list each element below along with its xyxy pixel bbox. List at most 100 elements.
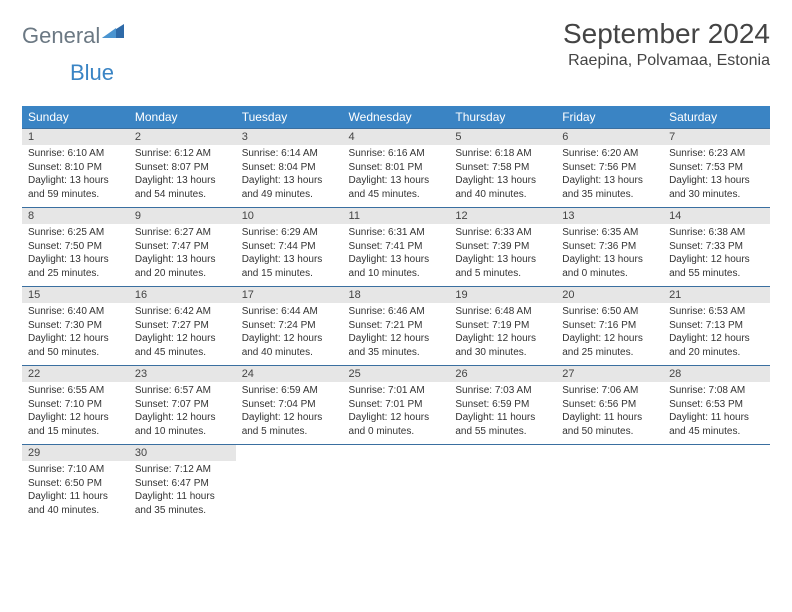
- sunrise-text: Sunrise: 7:06 AM: [562, 384, 657, 398]
- daylight-text-2: and 40 minutes.: [242, 346, 337, 360]
- sunset-text: Sunset: 7:50 PM: [28, 240, 123, 254]
- sunset-text: Sunset: 7:58 PM: [455, 161, 550, 175]
- calendar-cell: 5 Sunrise: 6:18 AMSunset: 7:58 PMDaylight…: [449, 129, 556, 208]
- sunrise-text: Sunrise: 6:31 AM: [349, 226, 444, 240]
- daylight-text-1: Daylight: 13 hours: [135, 174, 230, 188]
- day-body: Sunrise: 6:20 AMSunset: 7:56 PMDaylight:…: [556, 145, 663, 207]
- calendar-cell: 20Sunrise: 6:50 AMSunset: 7:16 PMDayligh…: [556, 287, 663, 366]
- day-body: Sunrise: 6:25 AMSunset: 7:50 PMDaylight:…: [22, 224, 129, 286]
- day-body: Sunrise: 6:27 AMSunset: 7:47 PMDaylight:…: [129, 224, 236, 286]
- day-number: 12: [449, 208, 556, 224]
- sunrise-text: Sunrise: 6:55 AM: [28, 384, 123, 398]
- daylight-text-2: and 50 minutes.: [28, 346, 123, 360]
- calendar-cell: 9Sunrise: 6:27 AMSunset: 7:47 PMDaylight…: [129, 208, 236, 287]
- calendar-table: SundayMondayTuesdayWednesdayThursdayFrid…: [22, 106, 770, 523]
- calendar-cell: 12Sunrise: 6:33 AMSunset: 7:39 PMDayligh…: [449, 208, 556, 287]
- sunrise-text: Sunrise: 6:38 AM: [669, 226, 764, 240]
- calendar-cell: [663, 445, 770, 524]
- day-number: 29: [22, 445, 129, 461]
- day-number: 30: [129, 445, 236, 461]
- sunrise-text: Sunrise: 6:27 AM: [135, 226, 230, 240]
- calendar-cell: 21Sunrise: 6:53 AMSunset: 7:13 PMDayligh…: [663, 287, 770, 366]
- sunset-text: Sunset: 7:56 PM: [562, 161, 657, 175]
- day-body: Sunrise: 6:40 AMSunset: 7:30 PMDaylight:…: [22, 303, 129, 365]
- calendar-cell: 17Sunrise: 6:44 AMSunset: 7:24 PMDayligh…: [236, 287, 343, 366]
- sunrise-text: Sunrise: 6:48 AM: [455, 305, 550, 319]
- day-number: 21: [663, 287, 770, 303]
- calendar-cell: 23Sunrise: 6:57 AMSunset: 7:07 PMDayligh…: [129, 366, 236, 445]
- day-body: Sunrise: 6:31 AMSunset: 7:41 PMDaylight:…: [343, 224, 450, 286]
- daylight-text-2: and 20 minutes.: [135, 267, 230, 281]
- calendar-cell: 22Sunrise: 6:55 AMSunset: 7:10 PMDayligh…: [22, 366, 129, 445]
- daylight-text-2: and 10 minutes.: [135, 425, 230, 439]
- day-number: 17: [236, 287, 343, 303]
- calendar-cell: 6Sunrise: 6:20 AMSunset: 7:56 PMDaylight…: [556, 129, 663, 208]
- daylight-text-2: and 5 minutes.: [242, 425, 337, 439]
- day-body: Sunrise: 6:46 AMSunset: 7:21 PMDaylight:…: [343, 303, 450, 365]
- day-number: 7: [663, 129, 770, 145]
- day-body: Sunrise: 6:38 AMSunset: 7:33 PMDaylight:…: [663, 224, 770, 286]
- daylight-text-1: Daylight: 12 hours: [28, 332, 123, 346]
- daylight-text-2: and 50 minutes.: [562, 425, 657, 439]
- sunset-text: Sunset: 7:24 PM: [242, 319, 337, 333]
- calendar-cell: 14Sunrise: 6:38 AMSunset: 7:33 PMDayligh…: [663, 208, 770, 287]
- day-number: 6: [556, 129, 663, 145]
- day-number: 24: [236, 366, 343, 382]
- sunset-text: Sunset: 6:59 PM: [455, 398, 550, 412]
- sunrise-text: Sunrise: 6:10 AM: [28, 147, 123, 161]
- sunrise-text: Sunrise: 6:23 AM: [669, 147, 764, 161]
- day-body: Sunrise: 6:35 AMSunset: 7:36 PMDaylight:…: [556, 224, 663, 286]
- sunrise-text: Sunrise: 6:59 AM: [242, 384, 337, 398]
- daylight-text-2: and 59 minutes.: [28, 188, 123, 202]
- daylight-text-1: Daylight: 12 hours: [562, 332, 657, 346]
- daylight-text-1: Daylight: 12 hours: [28, 411, 123, 425]
- logo-blue-line: Blue: [70, 60, 792, 86]
- sunset-text: Sunset: 8:07 PM: [135, 161, 230, 175]
- day-number: 14: [663, 208, 770, 224]
- sunrise-text: Sunrise: 6:18 AM: [455, 147, 550, 161]
- calendar-cell: [236, 445, 343, 524]
- calendar-body: 1Sunrise: 6:10 AMSunset: 8:10 PMDaylight…: [22, 129, 770, 524]
- sunset-text: Sunset: 7:53 PM: [669, 161, 764, 175]
- calendar-week-row: 29Sunrise: 7:10 AMSunset: 6:50 PMDayligh…: [22, 445, 770, 524]
- day-body: Sunrise: 7:08 AMSunset: 6:53 PMDaylight:…: [663, 382, 770, 444]
- day-body: Sunrise: 6:10 AMSunset: 8:10 PMDaylight:…: [22, 145, 129, 207]
- day-body: Sunrise: 7:06 AMSunset: 6:56 PMDaylight:…: [556, 382, 663, 444]
- day-number: 28: [663, 366, 770, 382]
- sunrise-text: Sunrise: 6:29 AM: [242, 226, 337, 240]
- logo-text-blue: Blue: [70, 60, 114, 85]
- day-number: 10: [236, 208, 343, 224]
- calendar-header-row: SundayMondayTuesdayWednesdayThursdayFrid…: [22, 106, 770, 129]
- day-body: Sunrise: 6:42 AMSunset: 7:27 PMDaylight:…: [129, 303, 236, 365]
- daylight-text-2: and 35 minutes.: [135, 504, 230, 518]
- logo-triangle-icon: [102, 18, 124, 44]
- sunset-text: Sunset: 6:53 PM: [669, 398, 764, 412]
- sunrise-text: Sunrise: 6:44 AM: [242, 305, 337, 319]
- sunset-text: Sunset: 7:07 PM: [135, 398, 230, 412]
- calendar-cell: 26Sunrise: 7:03 AMSunset: 6:59 PMDayligh…: [449, 366, 556, 445]
- daylight-text-1: Daylight: 11 hours: [28, 490, 123, 504]
- daylight-text-2: and 0 minutes.: [349, 425, 444, 439]
- sunset-text: Sunset: 7:16 PM: [562, 319, 657, 333]
- month-title: September 2024: [563, 18, 770, 50]
- logo: General: [22, 18, 124, 54]
- sunset-text: Sunset: 7:13 PM: [669, 319, 764, 333]
- calendar-week-row: 15Sunrise: 6:40 AMSunset: 7:30 PMDayligh…: [22, 287, 770, 366]
- sunset-text: Sunset: 8:01 PM: [349, 161, 444, 175]
- day-number: 5: [449, 129, 556, 145]
- day-body: Sunrise: 7:10 AMSunset: 6:50 PMDaylight:…: [22, 461, 129, 523]
- day-number: 15: [22, 287, 129, 303]
- day-number: 25: [343, 366, 450, 382]
- calendar-cell: 25Sunrise: 7:01 AMSunset: 7:01 PMDayligh…: [343, 366, 450, 445]
- day-number: 16: [129, 287, 236, 303]
- calendar-cell: 1Sunrise: 6:10 AMSunset: 8:10 PMDaylight…: [22, 129, 129, 208]
- sunset-text: Sunset: 7:01 PM: [349, 398, 444, 412]
- daylight-text-2: and 35 minutes.: [349, 346, 444, 360]
- daylight-text-1: Daylight: 13 hours: [455, 174, 550, 188]
- calendar-cell: [449, 445, 556, 524]
- day-body: Sunrise: 6:55 AMSunset: 7:10 PMDaylight:…: [22, 382, 129, 444]
- daylight-text-1: Daylight: 13 hours: [28, 253, 123, 267]
- daylight-text-2: and 20 minutes.: [669, 346, 764, 360]
- sunset-text: Sunset: 7:27 PM: [135, 319, 230, 333]
- calendar-cell: 24Sunrise: 6:59 AMSunset: 7:04 PMDayligh…: [236, 366, 343, 445]
